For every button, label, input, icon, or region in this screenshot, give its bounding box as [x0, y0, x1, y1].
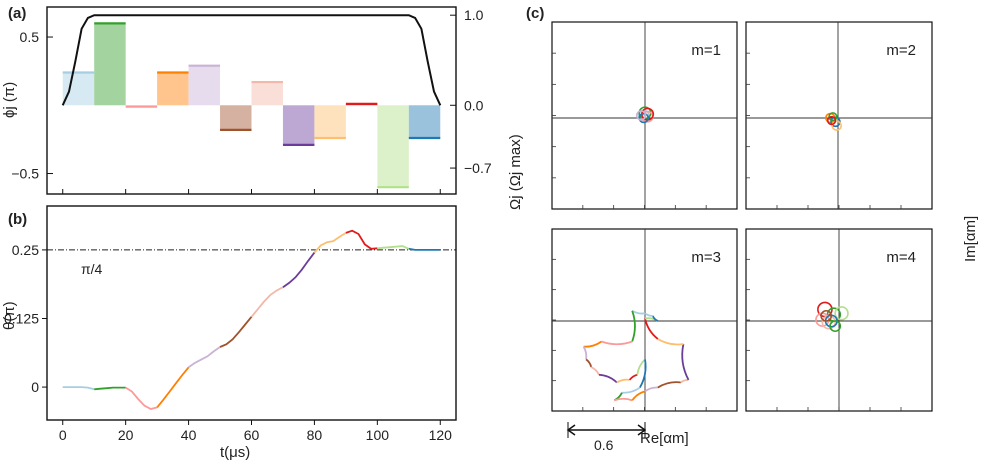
b-series-segment-1	[62, 386, 95, 391]
c-subplot-3-curve-segment-18	[657, 381, 681, 389]
panel-a: (a) 0.5 −0.5 1.0 0.0 −0.7 ϕj (π) Ωj (Ωj max)	[1, 5, 524, 210]
a-bars	[62, 22, 441, 189]
c-subplot-3-curve-segment-15	[613, 397, 633, 402]
b-x-tick-label-6: 120	[429, 427, 453, 443]
c-subplots: m=1 m=2 m=3 m=4	[551, 21, 933, 412]
b-series-segment-2	[94, 386, 126, 391]
c-scale-bar: 0.6	[566, 422, 647, 453]
b-x-tick-label-4: 80	[307, 427, 323, 443]
c-scale-bar-label: 0.6	[594, 437, 614, 453]
a-bar-11	[377, 105, 409, 188]
c-subplot-1-loop-6	[635, 110, 647, 121]
a-bar-6	[220, 105, 252, 130]
c-subplot-3-curve-segment-2	[631, 310, 636, 342]
b-series-segment-12	[408, 247, 441, 251]
c-subplot-3-curve-segment-8	[598, 373, 618, 384]
c-subplot-3-curve-segment-4	[583, 340, 603, 348]
a-right-tick-label-2: −0.7	[464, 160, 492, 176]
b-series-segment-4	[156, 366, 190, 408]
c-subplot-3-curve-segment-24	[651, 315, 659, 322]
a-right-tick-label-1: 0.0	[464, 97, 484, 113]
c-subplot-3-curve-segment-1	[631, 309, 646, 315]
a-left-ylabel: ϕj (π)	[1, 82, 18, 118]
b-series-segment-10	[345, 229, 378, 250]
a-bar-4	[157, 72, 189, 106]
b-xlabel: t(μs)	[220, 444, 250, 461]
c-subplot-label-2: m=2	[886, 42, 916, 59]
panel-c-label: (c)	[526, 5, 544, 22]
b-series-segment-3	[125, 386, 158, 410]
c-subplot-4-loop-3	[834, 306, 849, 321]
b-y-tick-label-0: 0.25	[12, 242, 39, 258]
a-left-tick-label-0: 0.5	[20, 29, 40, 45]
b-series-segment-8	[282, 252, 316, 288]
c-subplot-4: m=4	[745, 228, 933, 412]
c-subplot-2-loop-5	[826, 115, 837, 126]
b-series-segment-7	[250, 286, 284, 318]
c-subplot-3: m=3	[551, 228, 738, 412]
c-subplot-label-4: m=4	[886, 249, 916, 266]
c-subplot-4-loop-7	[820, 309, 833, 322]
a-bar-5	[188, 65, 221, 106]
a-bar-8	[282, 105, 315, 145]
c-subplot-2: m=2	[745, 21, 933, 210]
c-subplot-3-curve-segment-25	[644, 312, 653, 317]
panel-c: (c) m=1 m=2 m=3 m=4 Re[αm] Im[αm] 0.6	[526, 5, 979, 453]
a-right-tick-label-0: 1.0	[464, 7, 484, 23]
b-x-tick-label-1: 20	[118, 427, 134, 443]
b-x-tick-label-0: 0	[59, 427, 67, 443]
a-bar-9	[314, 105, 346, 139]
a-ticks: 0.5 −0.5 1.0 0.0 −0.7	[11, 7, 492, 194]
b-x-tick-label-5: 100	[366, 427, 390, 443]
b-y-tick-label-2: 0	[31, 379, 39, 395]
b-series-segment-6	[219, 316, 253, 348]
c-subplot-3-curve-segment-16	[631, 390, 646, 401]
c-subplot-label-3: m=3	[691, 249, 721, 266]
c-subplot-3-curve-segment-13	[621, 386, 641, 394]
b-x-tick-label-2: 40	[181, 427, 197, 443]
c-subplot-4-loop-8	[829, 320, 842, 333]
c-subplot-3-curve-segment-6	[585, 358, 593, 368]
b-series-segment-9	[313, 232, 347, 254]
panel-a-label: (a)	[8, 5, 26, 22]
c-subplot-3-curve-segment-7	[590, 366, 600, 376]
b-y-tick-label-1: 0.125	[4, 310, 39, 326]
c-subplot-1-loop-5	[638, 112, 649, 124]
c-subplot-2-loop-4	[831, 120, 842, 131]
b-ylabel: θ(π)	[1, 301, 18, 330]
b-line	[62, 229, 441, 410]
b-ticks: 0 20 40 60 80 100 120 0.25 0.125 0	[4, 242, 452, 443]
c-subplot-3-curve-segment-9	[616, 378, 630, 384]
c-subplot-3-curve-segment-11	[636, 358, 646, 375]
b-series-segment-11	[377, 245, 410, 250]
c-subplot-3-curve-segment-17	[644, 386, 658, 393]
panel-b-label: (b)	[8, 211, 27, 228]
b-series-segment-5	[188, 346, 221, 369]
a-bar-1	[62, 72, 95, 106]
a-left-tick-label-1: −0.5	[11, 166, 39, 182]
c-subplot-3-curve-segment-22	[644, 318, 659, 340]
c-subplot-3-curve-segment-12	[639, 359, 647, 389]
a-bar-2	[94, 23, 126, 106]
c-ylabel: Im[αm]	[962, 216, 979, 262]
b-x-tick-label-3: 60	[244, 427, 260, 443]
c-subplot-3-curve-segment-3	[601, 340, 633, 346]
c-subplot-3-curve-segment-10	[628, 373, 638, 381]
c-subplot-3-curve-segment-21	[657, 338, 684, 346]
c-subplot-label-1: m=1	[691, 42, 721, 59]
a-right-ylabel: Ωj (Ωj max)	[507, 134, 524, 210]
a-amplitude-curve	[61, 14, 442, 106]
a-bar-12	[408, 105, 441, 139]
c-xlabel: Re[αm]	[640, 430, 689, 447]
c-subplot-3-curve-segment-5	[582, 346, 588, 360]
c-subplot-3-curve-segment-19	[680, 378, 689, 384]
a-bar-7	[251, 82, 283, 106]
c-subplot-3-curve-segment-20	[681, 343, 690, 381]
b-reference-label: π/4	[81, 261, 103, 277]
c-subplot-1: m=1	[551, 21, 738, 210]
